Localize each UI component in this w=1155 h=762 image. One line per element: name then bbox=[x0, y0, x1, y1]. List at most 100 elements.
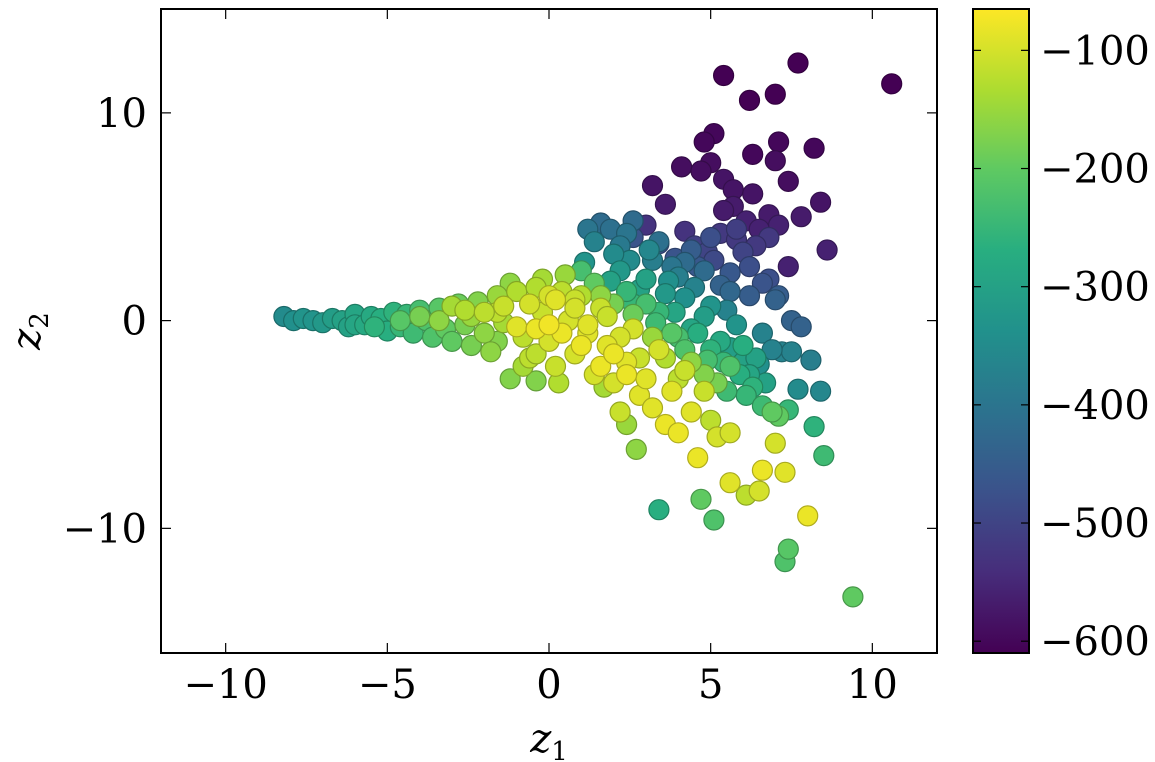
scatter-point bbox=[816, 239, 838, 261]
scatter-point bbox=[493, 295, 515, 317]
scatter-point bbox=[518, 293, 541, 315]
scatter-point bbox=[800, 349, 822, 371]
scatter-point bbox=[615, 364, 638, 386]
scatter-point bbox=[661, 322, 683, 344]
y-tick-label: 0 bbox=[122, 299, 147, 345]
scatter-point bbox=[428, 310, 450, 332]
axis-ticks bbox=[161, 9, 937, 653]
scatter-point bbox=[693, 131, 715, 153]
scatter-points bbox=[273, 52, 903, 608]
scatter-point bbox=[738, 256, 761, 278]
scatter-point bbox=[751, 322, 774, 344]
scatter-point bbox=[670, 156, 693, 178]
x-tick-label: −5 bbox=[358, 662, 417, 708]
scatter-point bbox=[813, 445, 835, 467]
scatter-point bbox=[687, 447, 709, 469]
scatter-point bbox=[544, 355, 567, 377]
scatter-point bbox=[790, 206, 812, 228]
scatter-point bbox=[719, 422, 741, 444]
scatter-point bbox=[525, 343, 547, 365]
scatter-point bbox=[777, 170, 799, 192]
scatter-point bbox=[638, 239, 660, 261]
scatter-point bbox=[700, 226, 722, 249]
colorbar-tick-label: −200 bbox=[1040, 147, 1150, 193]
scatter-point bbox=[654, 193, 677, 215]
scatter-point bbox=[641, 175, 664, 197]
scatter-point bbox=[625, 438, 647, 460]
scatter-point bbox=[738, 89, 761, 112]
scatter-point bbox=[787, 52, 809, 74]
scatter-point bbox=[719, 280, 741, 303]
scatter-point bbox=[680, 401, 702, 423]
scatter-point bbox=[712, 199, 735, 222]
x-tick-label: −10 bbox=[183, 662, 267, 708]
scatter-point bbox=[603, 343, 625, 365]
scatter-point bbox=[787, 378, 809, 400]
scatter-point bbox=[797, 505, 819, 527]
scatter-point bbox=[609, 401, 631, 423]
scatter-point bbox=[742, 183, 764, 205]
scatter-point bbox=[577, 314, 599, 336]
scatter-point bbox=[764, 289, 786, 311]
scatter-point bbox=[506, 316, 528, 338]
scatter-point bbox=[738, 285, 761, 307]
scatter-point bbox=[648, 499, 670, 521]
scatter-point bbox=[809, 191, 832, 213]
scatter-point bbox=[777, 256, 799, 278]
scatter-point bbox=[441, 330, 463, 352]
scatter-point bbox=[690, 160, 712, 182]
scatter-point bbox=[751, 272, 774, 294]
x-tick-label: 5 bbox=[698, 662, 723, 708]
y-axis-title: z2 bbox=[4, 312, 55, 351]
scatter-point bbox=[764, 150, 786, 172]
y-tick-label: 10 bbox=[96, 91, 147, 137]
scatter-point bbox=[648, 339, 670, 361]
scatter-point bbox=[748, 480, 770, 502]
scatter-point bbox=[725, 314, 748, 336]
scatter-point bbox=[764, 83, 786, 105]
scatter-point bbox=[674, 359, 696, 382]
scatter-point bbox=[615, 280, 638, 303]
scatter-point bbox=[641, 397, 664, 419]
colorbar-tick-label: −100 bbox=[1040, 28, 1150, 74]
scatter-point bbox=[667, 422, 689, 444]
scatter-point bbox=[719, 355, 741, 377]
scatter-point bbox=[661, 380, 683, 402]
scatter-point bbox=[480, 341, 502, 363]
x-tick-label: 0 bbox=[536, 662, 561, 708]
scatter-point bbox=[742, 143, 764, 165]
colorbar bbox=[972, 8, 1030, 654]
scatter-point bbox=[544, 289, 567, 311]
scatter-point bbox=[732, 334, 754, 357]
scatter-point bbox=[751, 459, 774, 481]
scatter-point bbox=[703, 509, 725, 531]
scatter-point bbox=[473, 322, 495, 344]
colorbar-tick-label: −500 bbox=[1040, 501, 1150, 547]
scatter-point bbox=[693, 260, 715, 282]
scatter-point bbox=[570, 334, 592, 357]
scatter-point bbox=[764, 432, 786, 454]
scatter-point bbox=[538, 314, 560, 336]
scatter-point bbox=[590, 355, 612, 377]
scatter-point bbox=[596, 305, 618, 328]
scatter-point bbox=[564, 297, 586, 319]
scatter-point bbox=[761, 401, 783, 423]
scatter-point bbox=[635, 268, 657, 290]
scatter-point bbox=[774, 461, 796, 483]
y-tick-label: −10 bbox=[63, 506, 147, 552]
scatter-point bbox=[712, 64, 735, 87]
scatter-point bbox=[803, 137, 825, 159]
scatter-point bbox=[881, 73, 903, 95]
axis-tick-labels: −10 −5 0 5 10 −10 0 10 bbox=[63, 91, 898, 708]
colorbar-ticks: −100 −200 −300 −400 −500 −600 bbox=[973, 28, 1150, 665]
scatter-point bbox=[725, 218, 748, 240]
scatter-point bbox=[842, 586, 864, 608]
scatter-point bbox=[693, 380, 715, 402]
scatter-point bbox=[583, 231, 605, 253]
x-tick-label: 10 bbox=[847, 662, 898, 708]
scatter-point bbox=[473, 301, 495, 323]
scatter-point bbox=[687, 322, 709, 344]
scatter-point bbox=[363, 316, 385, 338]
scatter-point bbox=[654, 283, 677, 305]
